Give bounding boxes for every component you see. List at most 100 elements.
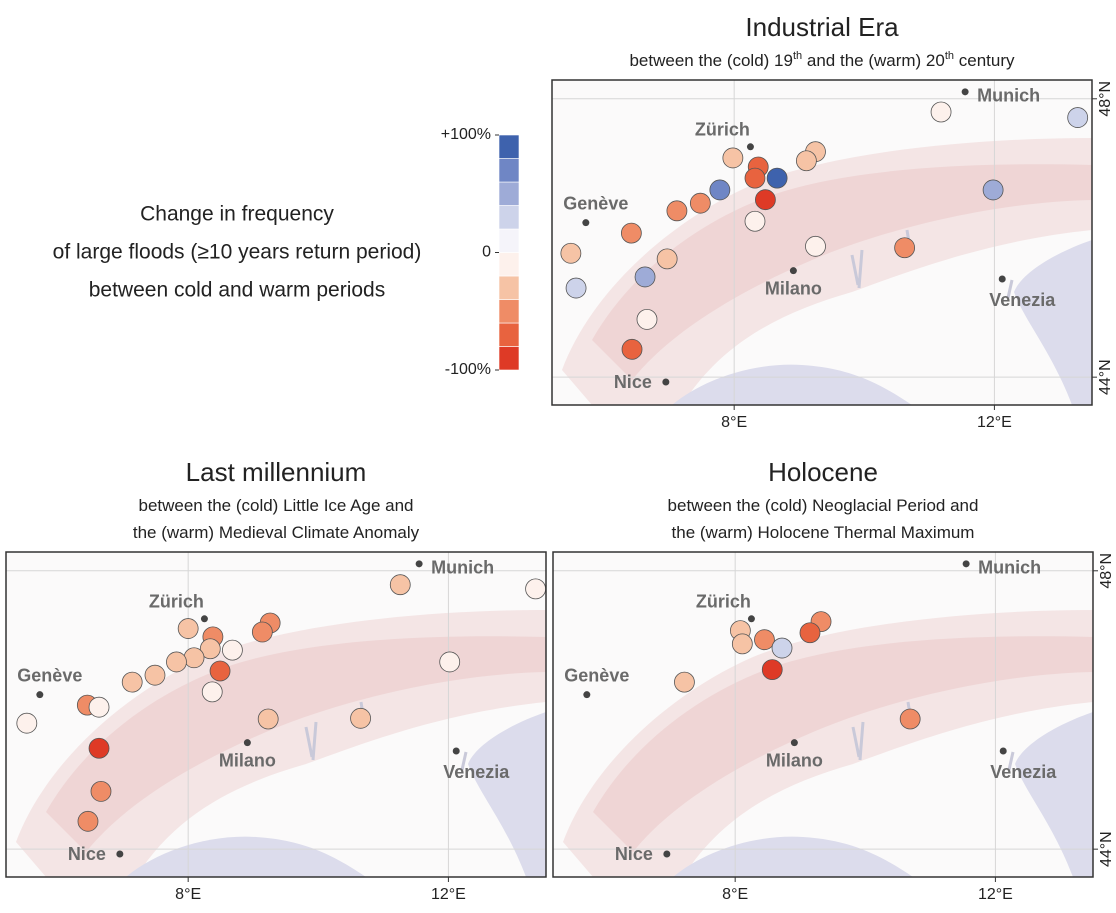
colorbar-bin: [499, 323, 519, 347]
city-label: Zürich: [696, 592, 751, 612]
x-tick-label: 12°E: [978, 886, 1013, 903]
panel-subtitle: between the (cold) Little Ice Age and: [138, 496, 413, 515]
city-label: Nice: [68, 844, 106, 864]
colorbar-bin: [499, 347, 519, 371]
colorbar-bin: [499, 229, 519, 253]
x-tick-label: 12°E: [431, 886, 466, 903]
station: [145, 665, 165, 685]
city-dot: [116, 851, 123, 858]
station: [755, 190, 775, 210]
station: [674, 672, 694, 692]
station: [89, 697, 109, 717]
station: [931, 102, 951, 122]
city-dot: [36, 691, 43, 698]
station: [122, 672, 142, 692]
y-tick-label: 44°N: [1098, 831, 1115, 867]
colorbar-bin: [499, 206, 519, 230]
city-dot: [582, 219, 589, 226]
colorbar-bin: [499, 159, 519, 183]
subtitle-text: the (warm) Holocene Thermal Maximum: [672, 523, 975, 542]
subtitle-text: century: [954, 51, 1015, 70]
station: [635, 267, 655, 287]
y-tick-label: 48°N: [1098, 553, 1115, 589]
figure: Change in frequencyof large floods (≥10 …: [0, 0, 1116, 908]
city-label: Milano: [765, 278, 822, 298]
map-panel: MunichZürichGenèveMilanoNiceVenezia8°E12…: [553, 552, 1115, 903]
y-tick-label: 44°N: [1097, 359, 1114, 395]
station: [440, 652, 460, 672]
station: [622, 339, 642, 359]
station: [202, 682, 222, 702]
station: [690, 193, 710, 213]
city-label: Venezia: [443, 762, 510, 782]
station: [178, 619, 198, 639]
station: [210, 661, 230, 681]
colorbar-bin: [499, 253, 519, 277]
city-label: Zürich: [149, 592, 204, 612]
station: [657, 249, 677, 269]
city-dot: [1000, 748, 1007, 755]
station: [166, 652, 186, 672]
subtitle-text: between the (cold) Little Ice Age and: [138, 496, 413, 515]
city-label: Nice: [615, 844, 653, 864]
colorbar-bin: [499, 276, 519, 300]
station: [1068, 108, 1088, 128]
city-dot: [244, 739, 251, 746]
station: [91, 781, 111, 801]
city-dot: [662, 379, 669, 386]
panel-subtitle: the (warm) Holocene Thermal Maximum: [672, 523, 975, 542]
station: [621, 223, 641, 243]
colorbar-tick-label: -100%: [445, 361, 491, 378]
station: [732, 634, 752, 654]
colorbar-bin: [499, 182, 519, 206]
subtitle-text: and the (warm) 20: [802, 51, 945, 70]
colorbar-tick-label: 0: [482, 244, 491, 261]
city-dot: [583, 691, 590, 698]
station: [667, 201, 687, 221]
city-dot: [791, 739, 798, 746]
city-dot: [747, 143, 754, 150]
y-tick-label: 48°N: [1097, 81, 1114, 117]
station: [762, 660, 782, 680]
city-dot: [999, 276, 1006, 283]
station: [900, 709, 920, 729]
x-tick-label: 12°E: [977, 414, 1012, 431]
x-tick-label: 8°E: [722, 886, 748, 903]
city-dot: [201, 615, 208, 622]
colorbar-bin: [499, 135, 519, 159]
station: [983, 180, 1003, 200]
subtitle-text: between the (cold) Neoglacial Period and: [668, 496, 979, 515]
city-dot: [663, 851, 670, 858]
station: [561, 243, 581, 263]
station: [772, 638, 792, 658]
station: [17, 713, 37, 733]
city-label: Venezia: [989, 290, 1056, 310]
station: [252, 622, 272, 642]
city-dot: [416, 560, 423, 567]
station: [745, 211, 765, 231]
city-dot: [963, 560, 970, 567]
city-label: Munich: [431, 558, 494, 578]
station: [745, 168, 765, 188]
station: [390, 575, 410, 595]
station: [796, 151, 816, 171]
city-dot: [748, 615, 755, 622]
superscript: th: [945, 50, 954, 62]
city-label: Munich: [977, 86, 1040, 106]
superscript: th: [793, 50, 802, 62]
panel-title: Last millennium: [186, 457, 367, 487]
city-label: Genève: [17, 665, 82, 685]
terrain: [553, 552, 1093, 877]
station: [258, 709, 278, 729]
colorbar-tick-label: +100%: [441, 126, 491, 143]
city-label: Milano: [766, 750, 823, 770]
panel-title: Holocene: [768, 457, 878, 487]
station: [184, 648, 204, 668]
station: [566, 278, 586, 298]
station: [637, 309, 657, 329]
station: [895, 238, 915, 258]
